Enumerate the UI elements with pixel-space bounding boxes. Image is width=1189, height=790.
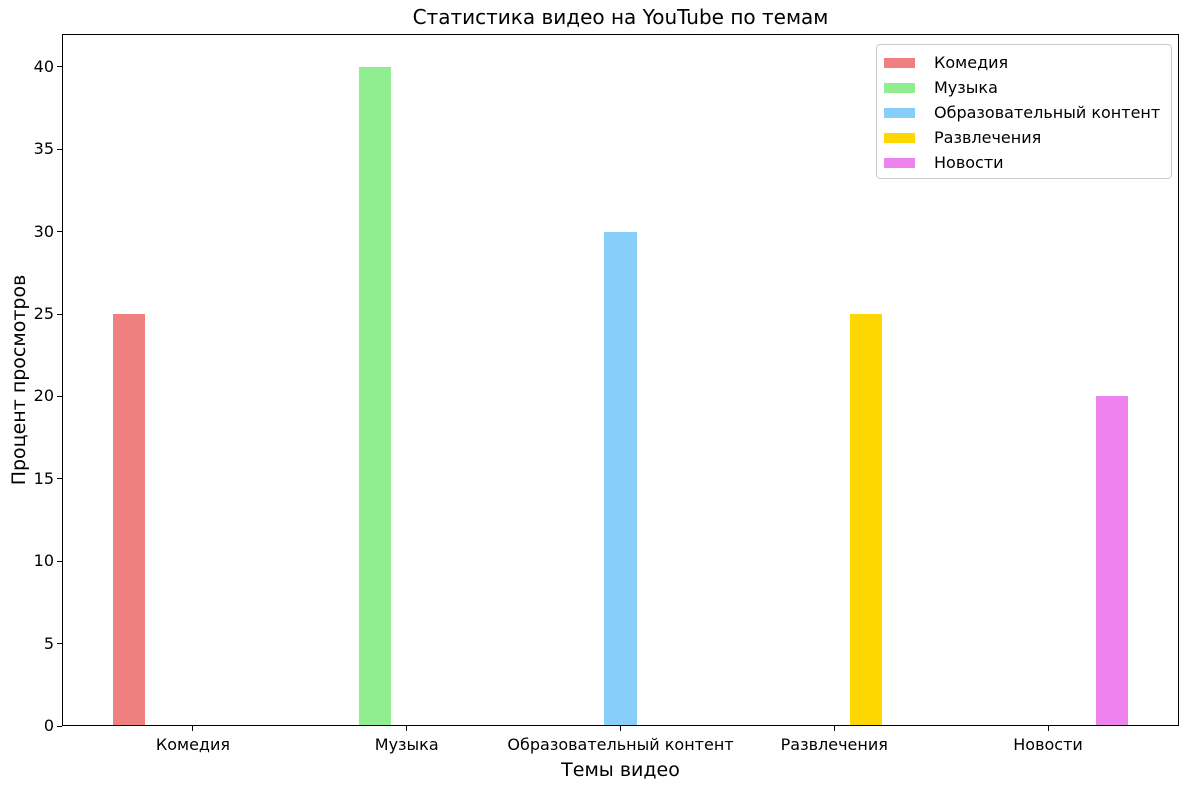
legend-item: Музыка (884, 75, 1163, 100)
x-tick-mark (192, 726, 194, 731)
x-tick-label: Образовательный контент (507, 735, 734, 754)
legend-item: Развлечения (884, 125, 1163, 150)
x-tick-mark (1047, 726, 1049, 731)
y-tick-mark (57, 66, 62, 68)
bar (850, 314, 883, 725)
legend-swatch (884, 107, 915, 118)
legend-swatch (884, 132, 915, 143)
bar (1096, 396, 1129, 725)
y-tick-label: 15 (33, 468, 54, 488)
y-tick-label: 30 (33, 221, 54, 241)
x-tick-label: Развлечения (780, 735, 888, 754)
x-tick-label: Новости (1013, 735, 1083, 754)
y-tick-mark (57, 478, 62, 480)
y-tick-label: 20 (33, 386, 54, 406)
x-tick-mark (620, 726, 621, 731)
y-tick-label: 40 (33, 56, 54, 76)
y-tick-mark (57, 313, 62, 315)
y-axis-label: Процент просмотров (8, 274, 30, 486)
bar (604, 231, 637, 725)
y-tick-mark (57, 560, 62, 562)
y-tick-mark (57, 643, 62, 645)
y-tick-label: 0 (43, 716, 54, 735)
bar (358, 66, 391, 725)
legend: Комедия Музыка Образовательный контент Разв… (876, 44, 1172, 179)
legend-swatch (884, 82, 915, 93)
legend-label: Развлечения (934, 127, 1042, 147)
legend-swatch (884, 157, 915, 168)
y-tick-mark (57, 231, 62, 233)
legend-label: Музыка (934, 77, 998, 97)
y-tick-label: 25 (33, 304, 54, 324)
y-tick-mark (57, 148, 62, 150)
x-tick-mark (406, 726, 408, 731)
y-tick-label: 10 (33, 551, 54, 571)
legend-item: Комедия (884, 50, 1163, 75)
bar (112, 314, 145, 725)
legend-label: Новости (934, 152, 1004, 172)
legend-item: Новости (884, 150, 1163, 175)
legend-item: Образовательный контент (884, 100, 1163, 125)
legend-label: Образовательный контент (934, 102, 1161, 122)
x-axis-label: Темы видео (561, 759, 680, 781)
y-tick-mark (57, 725, 62, 727)
legend-swatch (884, 57, 915, 68)
legend-label: Комедия (934, 52, 1009, 72)
chart-title: Статистика видео на YouTube по темам (412, 5, 829, 29)
y-tick-mark (57, 395, 62, 397)
y-tick-label: 5 (43, 633, 54, 653)
x-tick-mark (833, 726, 835, 731)
x-tick-label: Комедия (155, 735, 231, 754)
x-tick-label: Музыка (374, 735, 439, 754)
y-tick-label: 35 (33, 139, 54, 159)
